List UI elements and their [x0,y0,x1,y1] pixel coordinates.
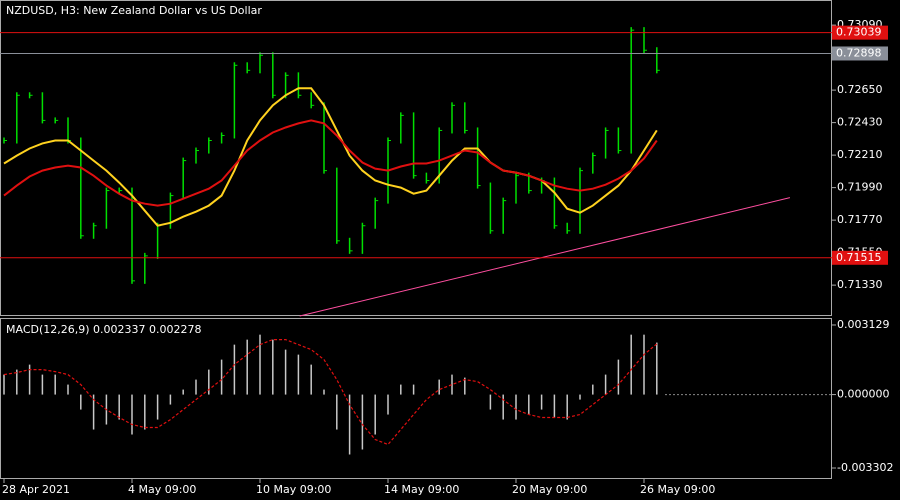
price-tag-label: 0.72898 [836,46,882,59]
x-tick-label: 4 May 09:00 [128,483,196,496]
price-tag [832,46,888,61]
moving-average [3,119,658,207]
price-tag [832,250,888,265]
y-tick-label: 0.72650 [837,83,883,96]
price-tag-label: 0.73039 [836,26,882,39]
x-tick-label: 10 May 09:00 [256,483,331,496]
price-panel-frame [0,0,832,316]
y-tick-label: 0.71770 [837,213,883,226]
price-tag-label: 0.71515 [836,251,882,264]
x-tick-label: 14 May 09:00 [384,483,459,496]
y-tick-label: 0.71330 [837,278,883,291]
macd-panel-frame [0,318,832,479]
indicator-title: MACD(12,26,9) 0.002337 0.002278 [6,323,202,336]
y-tick-label: 0.72210 [837,148,883,161]
trendline [299,197,791,317]
chart-title: NZDUSD, H3: New Zealand Dollar vs US Dol… [6,4,262,17]
x-tick-label: 28 Apr 2021 [2,483,70,496]
signal-line [3,339,658,446]
y-tick-label: -0.003302 [837,461,893,474]
x-tick-label: 20 May 09:00 [512,483,587,496]
y-tick-label: 0.71990 [837,181,883,194]
y-tick-label: 0.000000 [837,388,890,401]
moving-average [3,87,658,227]
y-tick-label: 0.003129 [837,318,890,331]
x-tick-label: 26 May 09:00 [640,483,715,496]
price-tag [832,25,888,40]
y-tick-label: 0.72430 [837,116,883,129]
